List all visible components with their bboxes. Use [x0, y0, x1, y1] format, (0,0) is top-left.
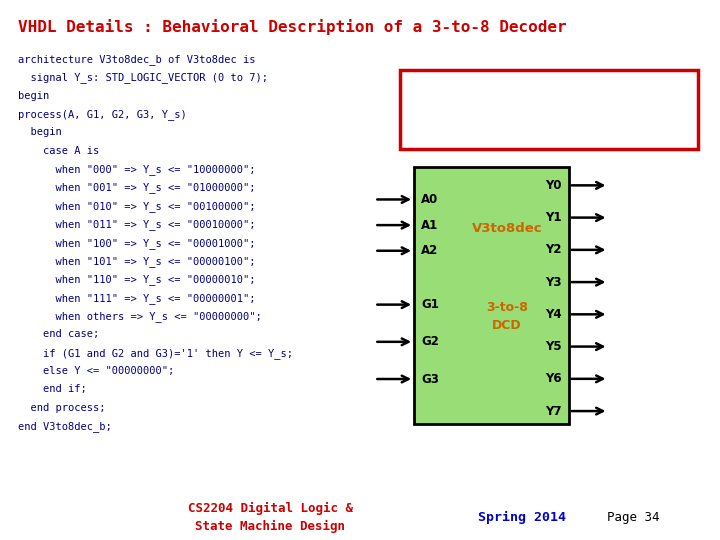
- Text: signal Y_s: STD_LOGIC_VECTOR (0 to 7);: signal Y_s: STD_LOGIC_VECTOR (0 to 7);: [18, 72, 268, 83]
- Text: architecture V3to8dec_b of V3to8dec is: architecture V3to8dec_b of V3to8dec is: [18, 54, 256, 65]
- Text: end case;: end case;: [18, 329, 99, 340]
- Text: begin: begin: [18, 127, 62, 138]
- Text: A1: A1: [421, 219, 438, 232]
- Text: least: least: [492, 127, 521, 140]
- Text: case A is: case A is: [18, 146, 99, 156]
- Text: when "010" => Y_s <= "00100000";: when "010" => Y_s <= "00100000";: [18, 201, 256, 212]
- Text: when "011" => Y_s <= "00010000";: when "011" => Y_s <= "00010000";: [18, 219, 256, 230]
- Text: Y2: Y2: [545, 244, 562, 256]
- Text: G1: G1: [421, 298, 439, 311]
- Text: else Y <= "00000000";: else Y <= "00000000";: [18, 366, 174, 376]
- Text: Y3: Y3: [545, 275, 562, 288]
- Text: Spring 2014: Spring 2014: [478, 511, 566, 524]
- Text: when "111" => Y_s <= "00000001";: when "111" => Y_s <= "00000001";: [18, 293, 256, 303]
- Text: VHDL Details : Behavioral Description of a 3-to-8 Decoder: VHDL Details : Behavioral Description of…: [18, 19, 567, 35]
- Text: when "100" => Y_s <= "00001000";: when "100" => Y_s <= "00001000";: [18, 238, 256, 248]
- Text: A2: A2: [421, 244, 438, 257]
- Text: Dataflow (less detailed): Dataflow (less detailed): [413, 104, 553, 117]
- Text: A0: A0: [421, 193, 438, 206]
- Text: detailed): detailed): [521, 127, 577, 140]
- Text: Y1: Y1: [545, 211, 562, 224]
- Text: Y7: Y7: [545, 404, 562, 417]
- Text: 3-to-8
DCD: 3-to-8 DCD: [486, 301, 528, 332]
- Bar: [414, 167, 569, 424]
- Text: CS2204 Digital Logic &
State Machine Design: CS2204 Digital Logic & State Machine Des…: [187, 502, 353, 533]
- Text: Behavioral: Behavioral: [413, 127, 483, 140]
- Text: if (G1 and G2 and G3)='1' then Y <= Y_s;: if (G1 and G2 and G3)='1' then Y <= Y_s;: [18, 348, 293, 359]
- Text: Y6: Y6: [545, 372, 562, 386]
- Text: process(A, G1, G2, G3, Y_s): process(A, G1, G2, G3, Y_s): [18, 109, 186, 120]
- Text: when "101" => Y_s <= "00000100";: when "101" => Y_s <= "00000100";: [18, 256, 256, 267]
- Text: G3: G3: [421, 373, 439, 386]
- Text: when "110" => Y_s <= "00000010";: when "110" => Y_s <= "00000010";: [18, 274, 256, 285]
- Text: V3to8dec: V3to8dec: [472, 222, 542, 235]
- Text: when others => Y_s <= "00000000";: when others => Y_s <= "00000000";: [18, 311, 262, 322]
- Text: (: (: [483, 127, 492, 140]
- Text: Page 34: Page 34: [608, 511, 660, 524]
- Text: when "000" => Y_s <= "10000000";: when "000" => Y_s <= "10000000";: [18, 164, 256, 175]
- Text: Y5: Y5: [545, 340, 562, 353]
- Text: when "001" => Y_s <= "01000000";: when "001" => Y_s <= "01000000";: [18, 183, 256, 193]
- Bar: [400, 70, 698, 148]
- Text: begin: begin: [18, 91, 49, 101]
- Text: Y0: Y0: [545, 179, 562, 192]
- Text: end if;: end if;: [18, 384, 86, 395]
- Text: G2: G2: [421, 335, 439, 348]
- Text: end V3to8dec_b;: end V3to8dec_b;: [18, 421, 112, 432]
- Text: end process;: end process;: [18, 403, 106, 413]
- Text: Y4: Y4: [545, 308, 562, 321]
- Text: Structural (very detailed): Structural (very detailed): [413, 80, 563, 93]
